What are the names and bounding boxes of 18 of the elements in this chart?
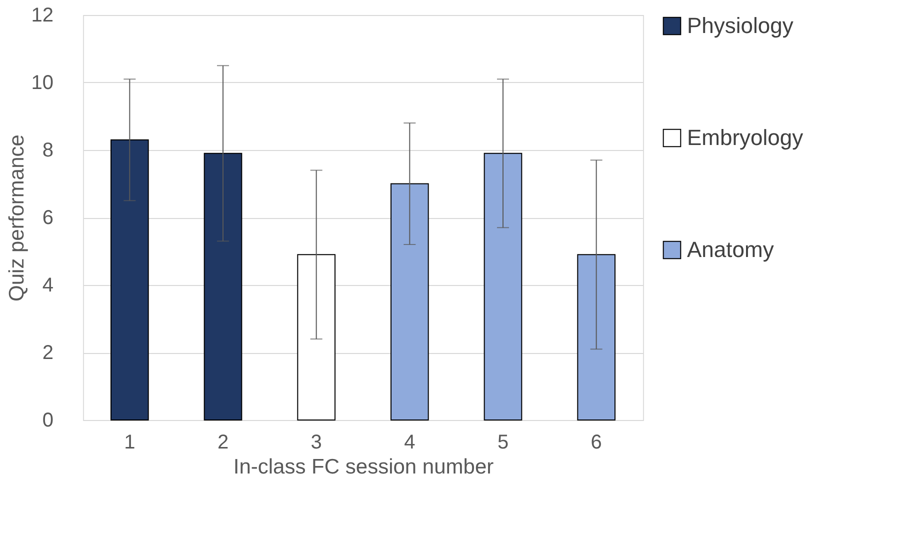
x-tick-label: 6 [590, 432, 602, 454]
x-tick-label: 2 [217, 432, 229, 454]
y-tick-label: 8 [42, 140, 54, 162]
y-axis-title: Quiz performance [5, 134, 28, 302]
x-axis-title: In-class FC session number [233, 456, 494, 478]
x-tick-label: 1 [124, 432, 136, 454]
y-tick-label: 0 [42, 410, 54, 432]
y-tick-label: 6 [42, 207, 54, 229]
x-tick-label: 5 [497, 432, 509, 454]
legend-label: Physiology [687, 13, 794, 38]
legend-label: Embryology [687, 125, 804, 150]
legend-label: Anatomy [687, 237, 774, 262]
y-tick-label: 4 [42, 274, 54, 296]
y-tick-label: 12 [31, 4, 54, 26]
y-tick-label: 10 [31, 72, 54, 94]
x-tick-label: 3 [310, 432, 322, 454]
x-tick-label: 4 [404, 432, 416, 454]
y-tick-label: 2 [42, 342, 54, 364]
